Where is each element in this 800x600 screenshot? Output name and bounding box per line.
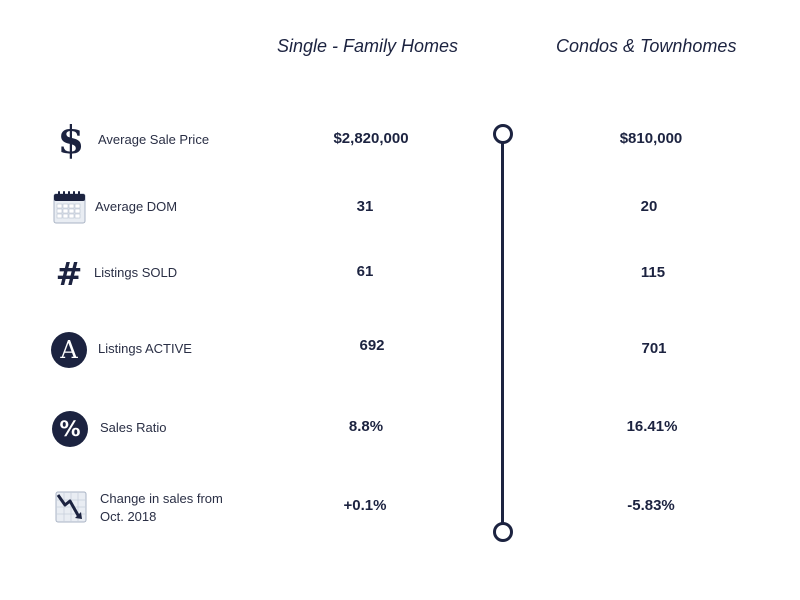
listings-sold-label: Listings SOLD	[94, 265, 178, 280]
divider-bottom-node	[493, 522, 513, 542]
sf-average-sale-price: $2,820,000	[333, 130, 409, 147]
percent-icon: %	[52, 411, 88, 447]
condo-listings-sold: 115	[640, 264, 666, 281]
sales-ratio-label: Sales Ratio	[100, 420, 167, 435]
change-in-sales-label-line1: Change in sales from	[100, 491, 223, 506]
condo-average-sale-price: $810,000	[619, 130, 683, 147]
sf-change-in-sales: +0.1%	[343, 497, 387, 514]
dollar-icon: $	[57, 117, 85, 162]
average-sale-price-label: Average Sale Price	[98, 132, 210, 147]
single-family-header: Single - Family Homes	[277, 36, 459, 56]
hashtag-icon: #	[55, 255, 83, 293]
sf-sales-ratio: 8.8%	[348, 418, 384, 435]
letter-a-icon: A	[51, 332, 87, 368]
condo-sales-ratio: 16.41%	[626, 418, 678, 435]
condo-change-in-sales: -5.83%	[627, 497, 675, 514]
sf-listings-active: 692	[359, 337, 385, 354]
condo-average-dom: 20	[640, 198, 658, 215]
condos-header: Condos & Townhomes	[556, 36, 737, 56]
chart-down-icon	[55, 491, 87, 523]
sf-listings-sold: 61	[356, 263, 374, 280]
sf-average-dom: 31	[356, 198, 374, 215]
divider-line	[501, 141, 504, 523]
calendar-icon	[53, 190, 86, 224]
condo-listings-active: 701	[641, 340, 667, 357]
divider-top-node	[493, 124, 513, 144]
listings-active-label: Listings ACTIVE	[98, 341, 192, 356]
average-dom-label: Average DOM	[95, 199, 178, 214]
change-in-sales-label-line2: Oct. 2018	[100, 509, 157, 524]
